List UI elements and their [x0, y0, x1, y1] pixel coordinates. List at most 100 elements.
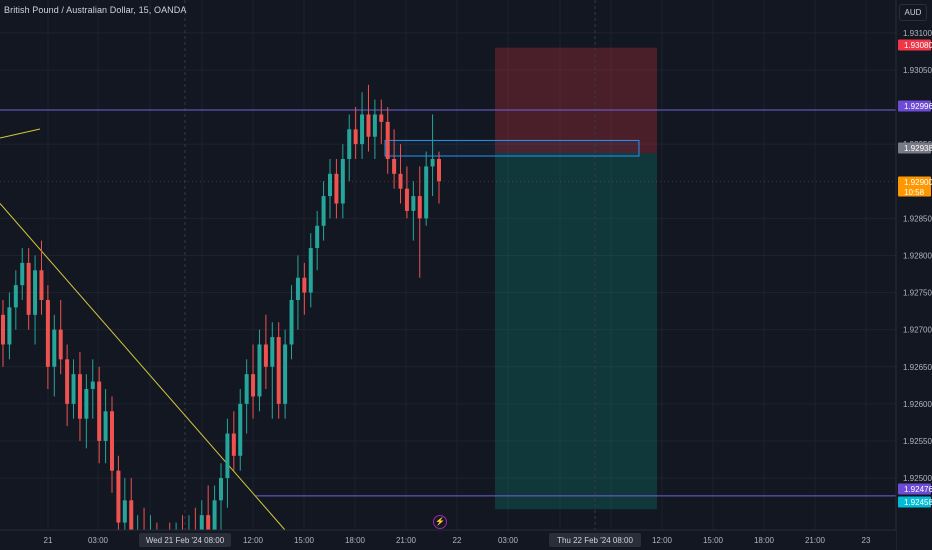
symbol-title[interactable]: British Pound / Australian Dollar, 15, O…	[4, 5, 187, 15]
candle-body	[110, 411, 114, 471]
time-tick-label: 18:00	[754, 536, 775, 545]
time-tick-label: 21:00	[805, 536, 826, 545]
candle-body	[13, 285, 18, 308]
candle-body	[26, 262, 31, 315]
candle-body	[231, 433, 236, 456]
candle-body	[283, 344, 288, 404]
price-tick-label: 1.92650	[903, 363, 932, 372]
candle-body	[411, 196, 416, 211]
candle-body	[321, 196, 326, 226]
candle-body	[212, 500, 217, 530]
candle-body	[244, 374, 249, 404]
candle-body	[206, 515, 211, 530]
crosshair-time-text: Thu 22 Feb '24 08:00	[557, 536, 633, 545]
candle-body	[360, 114, 365, 145]
candle-body	[263, 344, 268, 367]
candle-body	[219, 478, 223, 501]
price-label-text: 1.92476	[904, 485, 932, 494]
candle-body	[404, 188, 409, 211]
price-tick-label: 1.92750	[903, 289, 932, 298]
candle-body	[7, 307, 12, 345]
candle-body	[424, 166, 429, 219]
time-tick-label: 12:00	[652, 536, 673, 545]
candle-body	[334, 173, 339, 204]
price-label	[898, 483, 931, 495]
price-label	[898, 176, 931, 197]
candle-body	[270, 337, 275, 367]
time-tick-label: 21	[44, 536, 53, 545]
candle-body	[52, 329, 57, 367]
candle-body	[58, 329, 63, 360]
time-tick-label: 22	[453, 536, 462, 545]
candle-body	[225, 433, 230, 479]
time-tick-label: 03:00	[88, 536, 109, 545]
candle-body	[379, 114, 384, 122]
trendline	[0, 128, 41, 139]
candle-body	[353, 129, 358, 145]
candle-body	[437, 158, 441, 182]
candle-body	[33, 270, 38, 315]
price-label-text: 1.92900	[904, 178, 932, 187]
time-tick-label: 21:00	[396, 536, 417, 545]
time-tick-label: 03:00	[498, 536, 519, 545]
price-axis	[896, 0, 932, 550]
countdown-text: 10:58	[904, 188, 925, 197]
candle-body	[385, 121, 390, 159]
candle-body	[45, 299, 50, 367]
candle-body	[289, 299, 294, 345]
candle-body	[65, 359, 70, 404]
price-tick-label: 1.92500	[903, 474, 932, 483]
candle-body	[295, 277, 300, 300]
price-tick-label: 1.93100	[903, 29, 932, 38]
trendline	[0, 203, 286, 531]
candle-body	[315, 225, 320, 249]
candle-body	[122, 500, 127, 523]
candle-body	[238, 403, 243, 456]
candle-body	[77, 374, 82, 419]
price-tick-label: 1.92850	[903, 214, 932, 223]
price-tick-label: 1.92600	[903, 400, 932, 409]
candle-body	[116, 470, 121, 523]
candle-body	[84, 389, 89, 419]
price-label	[898, 39, 931, 51]
price-label	[898, 142, 931, 154]
time-tick-label: 15:00	[294, 536, 315, 545]
candle-body	[103, 411, 108, 441]
price-label	[898, 496, 931, 508]
candle-body	[417, 196, 422, 219]
price-tick-label: 1.92700	[903, 326, 932, 335]
candle-body	[1, 314, 5, 345]
candle-body	[90, 381, 95, 390]
time-tick-label: 23	[862, 536, 871, 545]
stop-loss-zone	[495, 47, 657, 154]
price-label-text: 1.93080	[904, 41, 932, 50]
candle-body	[71, 374, 76, 404]
crosshair-time-label	[549, 533, 641, 547]
currency-button[interactable]: AUD	[899, 4, 927, 21]
price-tick-label: 1.92800	[903, 251, 932, 260]
rectangle-drawing	[384, 139, 640, 157]
crosshair-time-label	[139, 533, 231, 547]
take-profit-zone	[495, 153, 657, 510]
candle-body	[20, 262, 25, 286]
lightning-bolt-icon[interactable]: ⚡	[433, 515, 447, 529]
price-label	[898, 100, 931, 112]
candle-body	[430, 158, 435, 167]
candle-body	[129, 500, 134, 550]
candle-body	[340, 158, 345, 204]
time-tick-label: 12:00	[243, 536, 264, 545]
candle-body	[347, 129, 352, 159]
time-tick-label: 18:00	[345, 536, 366, 545]
price-tick-label: 1.92550	[903, 437, 932, 446]
candle-body	[257, 344, 262, 397]
candle-body	[392, 158, 397, 174]
candle-body	[97, 381, 102, 441]
crosshair-time-text: Wed 21 Feb '24 08:00	[146, 536, 225, 545]
candle-body	[308, 248, 313, 293]
price-label-text: 1.92938	[904, 144, 932, 153]
candle-body	[302, 277, 307, 293]
price-tick-label: 1.93050	[903, 66, 932, 75]
price-label-text: 1.92996	[904, 102, 932, 111]
